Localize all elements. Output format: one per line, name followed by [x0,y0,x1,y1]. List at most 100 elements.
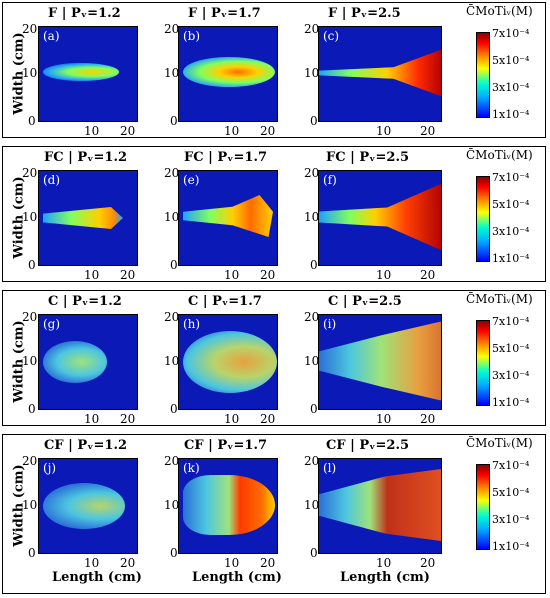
panel-label-c: (c) [323,29,340,43]
colorbar-3 [476,320,490,406]
xtick-20-g: 20 [120,412,136,426]
ytick-20-f: 20 [304,166,320,180]
ytick-10-l: 10 [304,498,320,512]
x-axis-label-j: Length (cm) [52,570,142,585]
xtick-10-f: 10 [376,268,392,282]
heatmap-h: (h) [178,314,278,410]
xtick-20-h: 20 [260,412,276,426]
ytick-0-k: 0 [170,546,178,560]
row-panel-FC [2,146,546,282]
ytick-20-i: 20 [304,310,320,324]
heatmap-l: (l) [318,458,442,554]
colorbar-title-3: C̄MoTiᵥ(M) [466,292,533,306]
xtick-10-k: 10 [224,556,240,570]
xtick-20-i: 20 [420,412,436,426]
heatmap-i: (i) [318,314,442,410]
heatmap-j: (j) [38,458,138,554]
panel-title-j: CF | Pᵥ=1.2 [44,438,128,453]
cb2-tick-1: 1x10⁻⁴ [492,252,530,265]
ytick-10-c: 10 [304,66,320,80]
panel-title-h: C | Pᵥ=1.7 [188,294,262,309]
ytick-10-j: 10 [22,498,38,512]
xtick-10-l: 10 [376,556,392,570]
xtick-20-a: 20 [120,124,136,138]
xtick-20-c: 20 [420,124,436,138]
colorbar-2 [476,176,490,262]
ytick-10-f: 10 [304,210,320,224]
colorbar-1 [476,32,490,118]
row-panel-C [2,290,546,426]
cb4-tick-1: 1x10⁻⁴ [492,540,530,553]
colorbar-title-1: C̄MoTiᵥ(M) [466,4,533,18]
cb4-tick-5: 5x10⁻⁴ [492,486,530,499]
panel-title-e: FC | Pᵥ=1.7 [184,150,268,165]
panel-label-j: (j) [43,461,57,475]
ytick-20-j: 20 [22,454,38,468]
heatmap-a: (a) [38,26,138,122]
panel-label-h: (h) [183,317,201,331]
ytick-20-k: 20 [164,454,180,468]
ytick-10-i: 10 [304,354,320,368]
heatmap-k: (k) [178,458,278,554]
xtick-20-k: 20 [260,556,276,570]
cb1-tick-1: 1x10⁻⁴ [492,108,530,121]
ytick-0-b: 0 [170,114,178,128]
heatmap-f: (f) [318,170,442,266]
xtick-10-c: 10 [376,124,392,138]
cb3-tick-5: 5x10⁻⁴ [492,342,530,355]
heatmap-e: (e) [178,170,278,266]
xtick-20-j: 20 [120,556,136,570]
panel-label-a: (a) [43,29,60,43]
row-panel-F [2,2,546,138]
cb1-tick-7: 7x10⁻⁴ [492,27,530,40]
panel-label-l: (l) [323,461,337,475]
panel-label-b: (b) [183,29,201,43]
ytick-20-h: 20 [164,310,180,324]
ytick-10-k: 10 [164,498,180,512]
ytick-0-g: 0 [28,402,36,416]
ytick-0-c: 0 [310,114,318,128]
cb3-tick-7: 7x10⁻⁴ [492,315,530,328]
ytick-10-e: 10 [164,210,180,224]
xtick-10-j: 10 [84,556,100,570]
xtick-10-e: 10 [224,268,240,282]
x-axis-label-k: Length (cm) [192,570,282,585]
panel-title-d: FC | Pᵥ=1.2 [44,150,128,165]
panel-title-l: CF | Pᵥ=2.5 [326,438,410,453]
xtick-20-l: 20 [420,556,436,570]
ytick-20-c: 20 [304,22,320,36]
ytick-0-d: 0 [28,258,36,272]
cb2-tick-3: 3x10⁻⁴ [492,225,530,238]
cb3-tick-3: 3x10⁻⁴ [492,369,530,382]
heatmap-d: (d) [38,170,138,266]
ytick-10-d: 10 [22,210,38,224]
ytick-20-b: 20 [164,22,180,36]
colorbar-title-4: C̄MoTiᵥ(M) [466,436,533,450]
panel-title-i: C | Pᵥ=2.5 [328,294,402,309]
cb4-tick-3: 3x10⁻⁴ [492,513,530,526]
ytick-10-a: 10 [22,66,38,80]
cb1-tick-5: 5x10⁻⁴ [492,54,530,67]
panel-label-f: (f) [323,173,337,187]
ytick-0-f: 0 [310,258,318,272]
colorbar-4 [476,464,490,550]
ytick-10-h: 10 [164,354,180,368]
ytick-0-h: 0 [170,402,178,416]
xtick-10-d: 10 [84,268,100,282]
panel-label-i: (i) [323,317,337,331]
ytick-20-a: 20 [22,22,38,36]
panel-label-d: (d) [43,173,61,187]
heatmap-c: (c) [318,26,442,122]
xtick-10-h: 10 [224,412,240,426]
panel-title-k: CF | Pᵥ=1.7 [184,438,268,453]
xtick-10-i: 10 [376,412,392,426]
xtick-10-g: 10 [84,412,100,426]
xtick-20-d: 20 [120,268,136,282]
ytick-0-e: 0 [170,258,178,272]
cb2-tick-5: 5x10⁻⁴ [492,198,530,211]
ytick-0-j: 0 [28,546,36,560]
x-axis-label-l: Length (cm) [340,570,430,585]
cb3-tick-1: 1x10⁻⁴ [492,396,530,409]
panel-label-k: (k) [183,461,200,475]
colorbar-title-2: C̄MoTiᵥ(M) [466,148,533,162]
